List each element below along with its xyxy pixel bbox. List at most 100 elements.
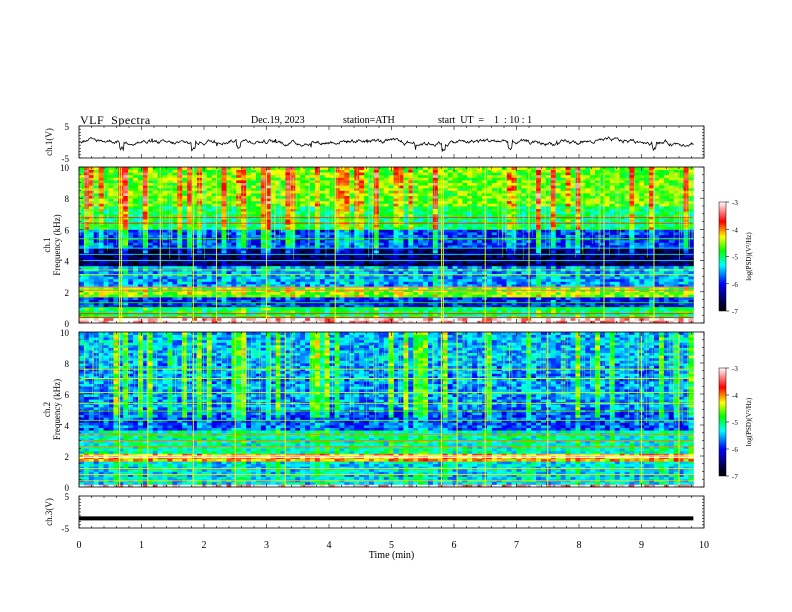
ch1-spec-cell [113,198,119,202]
ch1-spec-cell [398,219,404,222]
ch1-spec-cell [196,242,203,246]
ch1-spec-cell [477,229,483,233]
ch1-spec-cell [339,224,345,228]
ch1-spec-cell [339,211,345,215]
ch1-spec-cell [152,310,159,313]
ch1-spec-cell [255,258,262,261]
ch1-spec-cell [93,195,100,199]
ch1-spec-cell [123,195,129,199]
ch1-spec-cell [216,302,222,306]
ch1-spec-cell [83,224,90,228]
ch1-spec-cell [314,229,321,233]
ch1-spec-cell [314,245,321,248]
ch1-spec-cell [260,195,267,199]
ch1-spec-cell [88,271,95,274]
ch1-spec-cell [477,174,483,178]
ch1-spec-cell [196,320,203,324]
ch1-spec-cell [285,226,291,230]
ch1-spec-cell [393,289,399,293]
ch1-spec-cell [452,195,458,199]
ch1-spec-cell [378,211,385,215]
ch1-spec-cell [255,167,262,170]
ch1-spec-cell [260,317,267,321]
ch1-spec-cell [423,315,429,319]
ch1-spec-cell [290,239,296,243]
ch1-spec-cell [388,232,394,235]
ch1-spec-cell [447,206,453,209]
ch1-spec-cell [88,169,95,173]
ch1-spec-cell [329,271,335,274]
ch1-spec-cell [334,281,340,285]
ch1-spec-cell [418,203,424,207]
ch1-spec-cell [192,167,198,170]
ch1-spec-cell [319,245,326,248]
ch1-spec-cell [226,169,232,173]
ch1-spec-cell [260,226,267,230]
ch1-spec-cell [324,177,331,181]
ch1-spec-cell [295,265,301,269]
ch1-spec-cell [108,229,114,233]
ch1-spec-cell [216,211,222,215]
ch1-spec-cell [314,177,321,181]
ch1-spec-cell [108,208,114,212]
ch1-spec-cell [182,307,188,311]
ch1-spec-cell [113,247,119,251]
ch1-spec-cell [236,260,242,264]
ch1-spec-cell [280,211,286,215]
ch1-spec-cell [408,299,414,303]
ch1-spec-cell [482,195,488,199]
ch1-spec-cell [310,195,316,199]
ch1-spec-cell [364,177,370,181]
ch1-spec-cell [354,260,360,264]
ch1-spec-cell [398,198,404,202]
ch1-spec-cell [83,195,90,199]
ch1-spec-cell [137,284,144,287]
ch1-spec-cell [437,273,444,277]
ch1-spec-cell [103,302,109,306]
ch1-spec-cell [427,315,434,319]
ch1-spec-cell [236,310,242,313]
ch1-spec-cell [373,226,380,230]
ch1-spec-cell [314,299,321,303]
ch1-spec-cell [408,302,414,306]
ch1-spec-cell [383,265,390,269]
ch1-spec-cell [305,226,311,230]
ch1-spec-cell [285,281,291,285]
ch1-spectrogram [79,167,694,324]
ch1-spec-cell [305,219,311,222]
ch1-spec-cell [364,198,370,202]
ch1-spec-cell [403,281,409,285]
ch1-spec-cell [196,273,203,277]
ch1-spec-cell [231,263,237,267]
ch1-spec-cell [88,315,95,319]
date-label: Dec.19, 2023 [251,115,305,126]
ch1-spec-cell [142,245,149,248]
ch1-spec-cell [265,247,272,251]
ch1-spec-cell [314,310,321,313]
ch1-spec-cell [324,224,331,228]
ch1-spec-cell [241,250,247,254]
ch1-spec-cell [477,281,483,285]
ch1-spec-cell [329,315,335,319]
ch1-spec-cell [344,177,350,181]
ch1-spec-cell [216,278,222,282]
ch1-spec-cell [344,276,350,280]
ch1-spec-cell [246,234,252,238]
ch1-spec-cell [314,239,321,243]
ch1-spec-cell [270,219,277,222]
ch1-spec-cell [378,206,385,209]
ch1-spec-cell [196,263,203,267]
ch1-spec-cell [300,213,306,217]
ch1-spec-cell [447,299,453,303]
ch1-spec-cell [300,250,306,254]
ch1-spec-cell [182,302,188,306]
ch1-spec-cell [251,302,257,306]
ch1-spec-cell [270,203,277,207]
ch1-spec-cell [177,312,183,316]
ch1-spec-cell [142,281,149,285]
ch1-spec-cell [310,276,316,280]
ch1-spec-cell [93,302,100,306]
ch1-spec-cell [295,263,301,267]
ch1-spec-cell [251,263,257,267]
ch1-spec-cell [83,187,90,191]
